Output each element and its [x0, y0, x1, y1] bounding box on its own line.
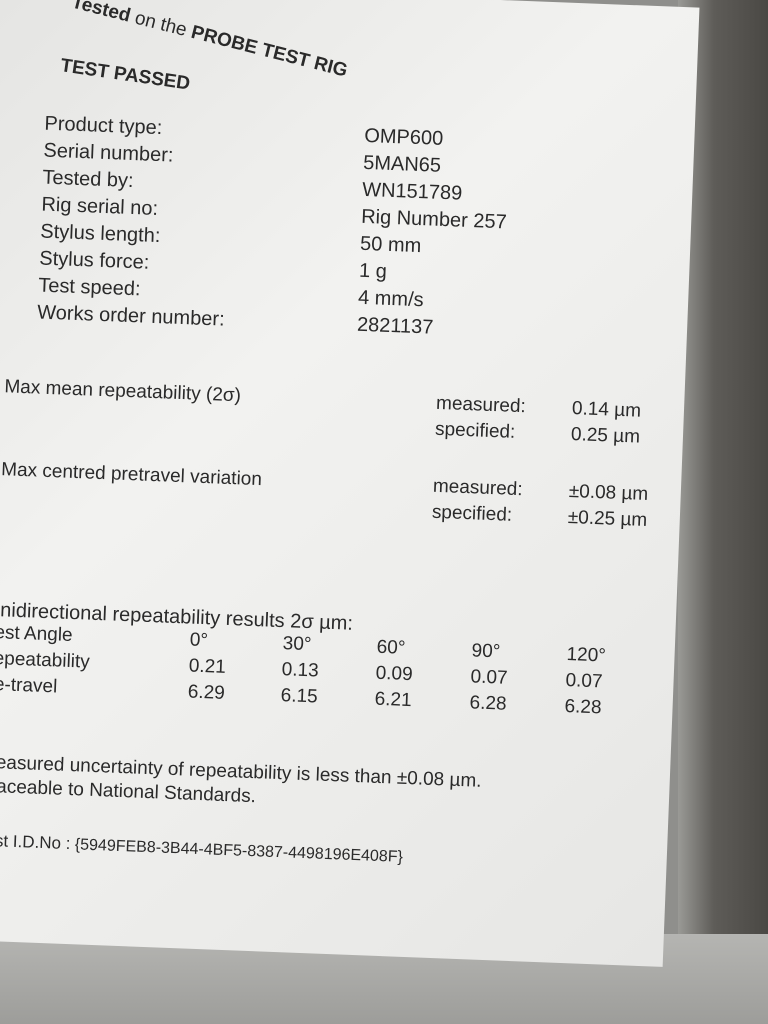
measured-value: ±0.08 µm	[568, 480, 649, 506]
field-label: Rig serial no:	[41, 193, 159, 220]
field-value: 50 mm	[359, 232, 422, 258]
field-label: Tested by:	[42, 166, 134, 193]
test-id: Test I.D.No : {5949FEB8-3B44-4BF5-8387-4…	[0, 831, 403, 867]
field-value: 5MAN65	[362, 151, 442, 177]
cell-value: 120°	[566, 644, 607, 667]
test-id-value: {5949FEB8-3B44-4BF5-8387-4498196E408F}	[74, 836, 404, 866]
field-label: Product type:	[44, 112, 163, 140]
field-value: 4 mm/s	[357, 286, 425, 312]
cell-value: 0.09	[375, 662, 414, 686]
measurement-repeatability: Max mean repeatability (2σ) measured: 0.…	[4, 376, 665, 447]
cell-value: 0.21	[188, 655, 227, 678]
field-label: Stylus length:	[39, 220, 161, 248]
specified-label: specified:	[434, 418, 516, 443]
cell-value: 6.15	[280, 685, 319, 708]
measured-value: 0.14 µm	[571, 398, 642, 422]
cell-value: 0.07	[470, 666, 508, 689]
measured-label: measured:	[435, 392, 527, 418]
cell-value: 0.07	[565, 670, 603, 693]
field-value: 1 g	[358, 259, 388, 283]
results-table: Unidirectional repeatability results 2σ …	[0, 599, 666, 726]
cell-value: 6.29	[187, 681, 226, 704]
field-label: Test speed:	[37, 274, 141, 301]
tested-rest: on the	[127, 6, 195, 43]
field-value: WN151789	[361, 178, 463, 205]
specified-value: ±0.25 µm	[567, 506, 648, 532]
rig-name: PROBE TEST RIG	[188, 21, 350, 82]
measurement-name: Max mean repeatability (2σ)	[4, 376, 242, 407]
specified-value: 0.25 µm	[570, 424, 641, 448]
specified-label: specified:	[431, 501, 513, 526]
cell-value: 0°	[189, 629, 209, 652]
test-id-label: Test I.D.No :	[0, 830, 71, 854]
cell-value: 30°	[282, 633, 312, 656]
field-value: OMP600	[363, 124, 444, 150]
cell-value: 6.21	[374, 688, 413, 712]
row-label: Pre-travel	[0, 673, 58, 698]
cell-value: 0.13	[281, 659, 320, 682]
measurement-pretravel: Max centred pretravel variation measured…	[1, 459, 662, 531]
cell-value: 60°	[376, 636, 406, 659]
measured-label: measured:	[432, 475, 524, 501]
test-certificate: Tested on the PROBE TEST RIG TEST PASSED…	[0, 0, 700, 967]
field-label: Stylus force:	[38, 247, 150, 274]
field-value: Rig Number 257	[360, 205, 508, 234]
field-label: Serial number:	[43, 139, 174, 167]
footer-notes: Measured uncertainty of repeatability is…	[0, 751, 482, 818]
field-value: 2821137	[356, 313, 434, 339]
tested-prefix: Tested	[69, 0, 133, 27]
row-label: Repeatability	[0, 647, 91, 673]
cell-value: 6.28	[469, 692, 507, 715]
cell-value: 90°	[471, 640, 501, 663]
test-result: TEST PASSED	[59, 55, 192, 95]
cell-value: 6.28	[564, 695, 602, 719]
measurement-name: Max centred pretravel variation	[0, 459, 263, 491]
row-label: Test Angle	[0, 621, 73, 647]
